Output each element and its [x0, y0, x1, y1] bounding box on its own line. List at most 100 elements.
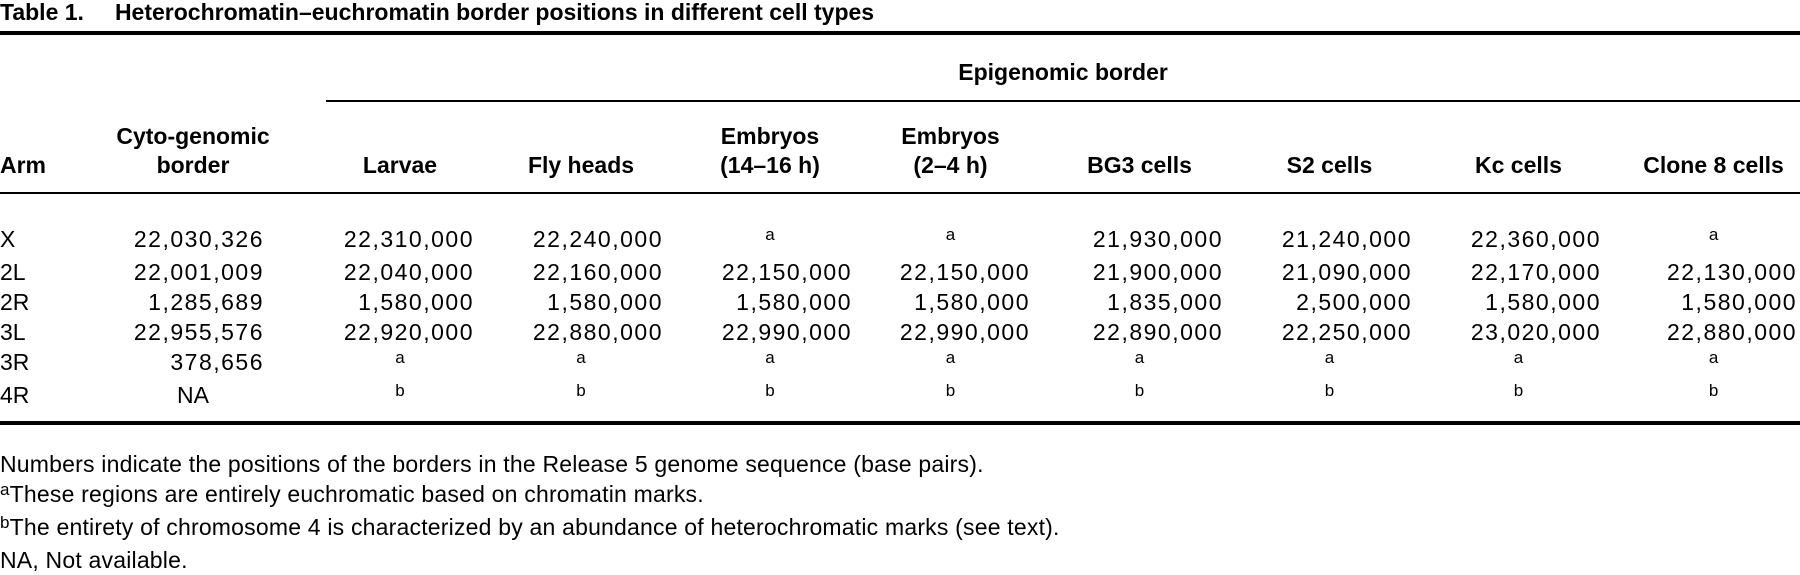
cell-3l-flyheads: 22,880,000 — [532, 319, 663, 345]
footnote-line-3: bThe entirety of chromosome 4 is charact… — [0, 512, 1800, 545]
table-title: Table 1. Heterochromatin–euchromatin bord… — [0, 0, 1800, 24]
column-header-arm: Arm — [0, 101, 60, 194]
span-header-spacer — [0, 33, 326, 101]
column-header-kc: Kc cells — [1436, 101, 1630, 194]
footnote-line-1: Numbers indicate the positions of the bo… — [0, 449, 1800, 479]
cell-3l-kc: 23,020,000 — [1470, 319, 1601, 345]
cell-2l-cyto: 22,001,009 — [133, 259, 264, 285]
footnote-marker-b: b — [765, 381, 775, 400]
footnote-line-2: aThese regions are entirely euchromatic … — [0, 479, 1800, 512]
cell-3l-larvae: 22,920,000 — [343, 319, 474, 345]
cell-4r-kc: b — [1436, 380, 1630, 423]
footnote-text: The entirety of chromosome 4 is characte… — [9, 514, 1060, 540]
span-header-row: Epigenomic border — [0, 33, 1800, 102]
table-number: Table 1. — [0, 0, 84, 25]
footnote-marker-b: b — [395, 381, 405, 400]
footnote-marker-a: a — [1708, 348, 1719, 367]
cell-x-larvae: 22,310,000 — [343, 226, 474, 252]
cell-4r-embryos24: b — [871, 380, 1056, 423]
column-header-embryos24: Embryos (2–4 h) — [871, 101, 1056, 194]
footnote-marker-a: a — [945, 348, 956, 367]
cell-4r-arm: 4R — [0, 382, 30, 408]
cell-3r-cyto: 378,656 — [170, 349, 264, 375]
table-caption: Heterochromatin–euchromatin border posit… — [114, 0, 875, 25]
footnote-superscript-a: a — [0, 480, 10, 499]
cell-2l-clone8: 22,130,000 — [1666, 259, 1798, 285]
cell-3r-s2: a — [1247, 347, 1436, 380]
footnotes: Numbers indicate the positions of the bo… — [0, 449, 1800, 575]
footnote-marker-b: b — [1324, 381, 1335, 400]
footnote-marker-b: b — [576, 381, 586, 400]
cell-x-bg3: 21,930,000 — [1092, 226, 1223, 252]
cell-3r-clone8: a — [1630, 347, 1800, 380]
cell-4r-flyheads: b — [499, 380, 688, 423]
cell-3r-arm: 3R — [0, 349, 30, 375]
table-row-x: X 22,030,326 22,310,000 22,240,000 a a 21,930,… — [0, 193, 1800, 257]
cell-x-embryos24: a — [871, 193, 1056, 257]
footnote-text: NA, Not available. — [0, 547, 188, 573]
footnote-marker-a: a — [1134, 348, 1145, 367]
column-header-s2: S2 cells — [1247, 101, 1436, 194]
cell-4r-embryos1416: b — [688, 380, 871, 423]
cell-2r-cyto: 1,285,689 — [148, 289, 264, 315]
cell-2r-clone8: 1,580,000 — [1681, 289, 1798, 315]
footnote-marker-b: b — [1134, 381, 1145, 400]
footnote-marker-b: b — [1513, 381, 1524, 400]
footnote-marker-a: a — [765, 225, 775, 244]
footnote-text: These regions are entirely euchromatic b… — [9, 481, 704, 507]
column-header-bg3: BG3 cells — [1056, 101, 1247, 194]
cell-2r-larvae: 1,580,000 — [358, 289, 474, 315]
cell-x-cyto: 22,030,326 — [133, 226, 264, 252]
footnote-line-4: NA, Not available. — [0, 545, 1800, 575]
column-header-clone8: Clone 8 cells — [1630, 101, 1800, 194]
cell-2l-larvae: 22,040,000 — [343, 259, 474, 285]
cell-3l-embryos24: 22,990,000 — [899, 319, 1030, 345]
cell-3l-s2: 22,250,000 — [1281, 319, 1412, 345]
footnote-marker-a: a — [765, 348, 775, 367]
cell-3l-bg3: 22,890,000 — [1092, 319, 1223, 345]
cell-x-s2: 21,240,000 — [1281, 226, 1412, 252]
cell-3r-larvae: a — [326, 347, 499, 380]
cell-2r-s2: 2,500,000 — [1296, 289, 1412, 315]
cell-2l-embryos1416: 22,150,000 — [721, 259, 852, 285]
table-row-2r: 2R 1,285,689 1,580,000 1,580,000 1,580,000 1,… — [0, 287, 1800, 317]
footnote-text: Numbers indicate the positions of the bo… — [0, 451, 984, 477]
cell-2r-kc: 1,580,000 — [1485, 289, 1601, 315]
footnote-marker-b: b — [1708, 381, 1719, 400]
cell-2l-arm: 2L — [0, 259, 26, 285]
footnote-superscript-b: b — [0, 513, 10, 532]
footnote-marker-b: b — [945, 381, 956, 400]
cell-4r-bg3: b — [1056, 380, 1247, 423]
table-row-2l: 2L 22,001,009 22,040,000 22,160,000 22,150,0… — [0, 257, 1800, 287]
column-header-cyto: Cyto-genomic border — [60, 101, 326, 194]
cell-3r-embryos24: a — [871, 347, 1056, 380]
footnote-marker-a: a — [1324, 348, 1335, 367]
cell-3l-embryos1416: 22,990,000 — [721, 319, 852, 345]
cell-2r-bg3: 1,835,000 — [1107, 289, 1223, 315]
column-header-larvae: Larvae — [326, 101, 499, 194]
cell-4r-cyto: NA — [177, 382, 209, 408]
cell-x-embryos1416: a — [688, 193, 871, 257]
cell-3l-arm: 3L — [0, 319, 26, 345]
cell-2l-flyheads: 22,160,000 — [532, 259, 663, 285]
cell-2r-flyheads: 1,580,000 — [547, 289, 663, 315]
cell-4r-s2: b — [1247, 380, 1436, 423]
cell-2r-embryos1416: 1,580,000 — [736, 289, 852, 315]
cell-2l-bg3: 21,900,000 — [1092, 259, 1223, 285]
footnote-marker-a: a — [576, 348, 586, 367]
footnote-marker-a: a — [395, 348, 405, 367]
cell-3r-flyheads: a — [499, 347, 688, 380]
cell-2r-arm: 2R — [0, 289, 30, 315]
cell-3r-embryos1416: a — [688, 347, 871, 380]
cell-2l-kc: 22,170,000 — [1470, 259, 1601, 285]
cell-4r-larvae: b — [326, 380, 499, 423]
span-header-epigenomic-border: Epigenomic border — [326, 33, 1800, 102]
cell-x-flyheads: 22,240,000 — [532, 226, 663, 252]
footnote-marker-a: a — [1513, 348, 1524, 367]
cell-2l-s2: 21,090,000 — [1281, 259, 1412, 285]
table-row-4r: 4R NA b b b b b b b b — [0, 380, 1800, 423]
cell-3l-cyto: 22,955,576 — [133, 319, 264, 345]
cell-x-arm: X — [0, 226, 16, 252]
cell-x-clone8: a — [1630, 193, 1800, 257]
